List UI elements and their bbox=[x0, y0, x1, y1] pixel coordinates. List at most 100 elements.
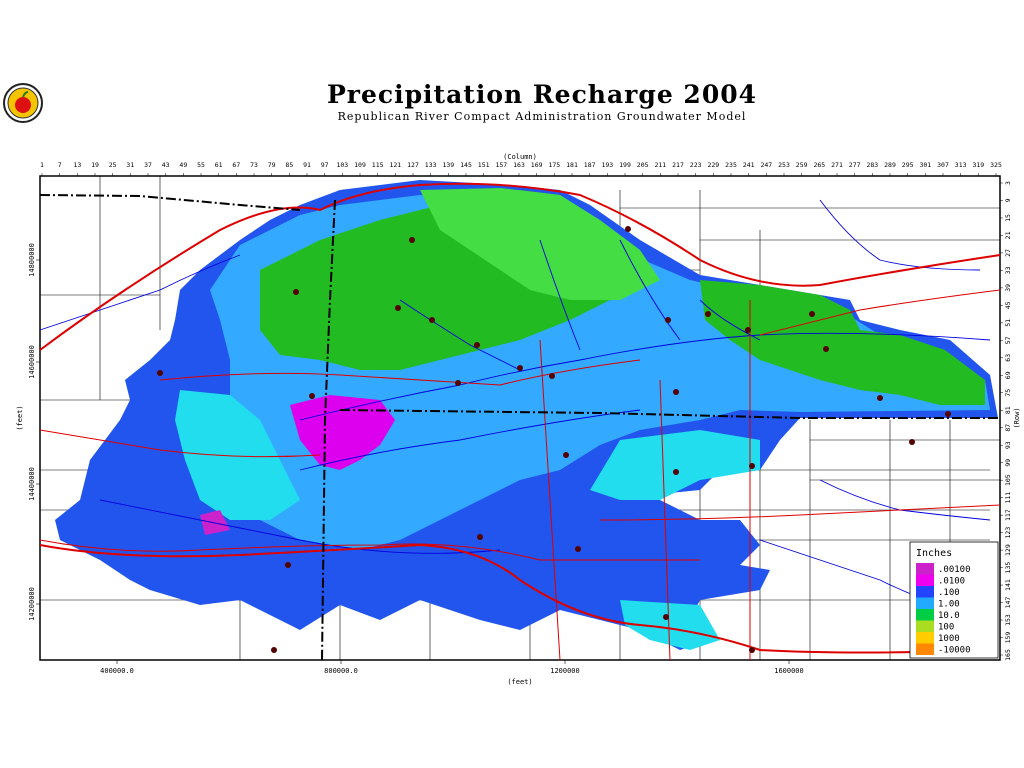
recharge-zone-magenta bbox=[290, 395, 395, 470]
city-marker bbox=[945, 411, 951, 417]
column-tick-label: 325 bbox=[990, 161, 1002, 169]
column-tick-label: 301 bbox=[919, 161, 931, 169]
column-tick-label: 25 bbox=[109, 161, 117, 169]
column-tick-label: 115 bbox=[372, 161, 384, 169]
state-boundaries bbox=[39, 194, 1000, 661]
column-tick-label: 163 bbox=[513, 161, 525, 169]
city-marker bbox=[477, 534, 483, 540]
column-tick-label: 109 bbox=[354, 161, 366, 169]
city-marker bbox=[909, 439, 915, 445]
recharge-zone-high-north bbox=[420, 188, 660, 300]
x-ticks: 400000.0 800000.0 1200000 1600000 bbox=[100, 660, 804, 675]
row-tick-label: 111 bbox=[1004, 492, 1012, 504]
column-tick-label: 247 bbox=[760, 161, 772, 169]
row-tick-label: 87 bbox=[1004, 424, 1012, 432]
city-marker bbox=[549, 373, 555, 379]
row-tick-label: 141 bbox=[1004, 579, 1012, 591]
x-tick-label: 800000.0 bbox=[324, 667, 358, 675]
column-tick-label: 85 bbox=[285, 161, 293, 169]
x-tick-label: 1600000 bbox=[774, 667, 804, 675]
column-tick-label: 253 bbox=[778, 161, 790, 169]
city-marker bbox=[673, 389, 679, 395]
column-tick-label: 19 bbox=[91, 161, 99, 169]
row-tick-label: 51 bbox=[1004, 319, 1012, 327]
column-tick-label: 295 bbox=[902, 161, 914, 169]
column-tick-label: 103 bbox=[336, 161, 348, 169]
legend-swatch bbox=[916, 620, 934, 632]
column-tick-label: 91 bbox=[303, 161, 311, 169]
row-tick-label: 75 bbox=[1004, 389, 1012, 397]
column-axis-label: (Column) bbox=[503, 153, 537, 161]
column-tick-label: 205 bbox=[637, 161, 649, 169]
column-tick-label: 67 bbox=[232, 161, 240, 169]
row-axis-label: (Row) bbox=[1013, 407, 1021, 428]
column-tick-label: 133 bbox=[425, 161, 437, 169]
row-tick-label: 81 bbox=[1004, 406, 1012, 414]
column-tick-label: 73 bbox=[250, 161, 258, 169]
row-tick-label: 15 bbox=[1004, 214, 1012, 222]
city-marker bbox=[157, 370, 163, 376]
column-tick-label: 217 bbox=[672, 161, 684, 169]
city-marker bbox=[293, 289, 299, 295]
row-tick-label: 153 bbox=[1004, 614, 1012, 626]
legend-swatch bbox=[916, 586, 934, 598]
column-tick-label: 121 bbox=[389, 161, 401, 169]
row-tick-label: 21 bbox=[1004, 231, 1012, 239]
legend-swatch bbox=[916, 597, 934, 609]
column-tick-label: 223 bbox=[690, 161, 702, 169]
column-tick-label: 37 bbox=[144, 161, 152, 169]
row-tick-label: 39 bbox=[1004, 284, 1012, 292]
map-title: Precipitation Recharge 2004 bbox=[326, 80, 758, 109]
row-tick-label: 105 bbox=[1004, 474, 1012, 486]
row-ticks: 3915212733394551576369758187939910511111… bbox=[1000, 181, 1012, 661]
city-marker bbox=[285, 562, 291, 568]
column-tick-label: 139 bbox=[442, 161, 454, 169]
city-marker bbox=[271, 647, 277, 653]
y-tick-label: 14400000 bbox=[28, 467, 36, 501]
column-tick-label: 169 bbox=[531, 161, 543, 169]
city-marker bbox=[665, 317, 671, 323]
legend-label: -10000 bbox=[938, 646, 971, 656]
city-marker bbox=[474, 342, 480, 348]
column-tick-label: 241 bbox=[743, 161, 755, 169]
cities bbox=[157, 226, 951, 653]
city-marker bbox=[673, 469, 679, 475]
city-marker bbox=[395, 305, 401, 311]
city-marker bbox=[823, 346, 829, 352]
column-tick-label: 211 bbox=[654, 161, 666, 169]
y-ticks: 14800000 14600000 14400000 14200000 bbox=[28, 243, 40, 621]
recharge-zone-cyan bbox=[620, 600, 720, 650]
highways bbox=[39, 182, 1001, 661]
city-marker bbox=[745, 327, 751, 333]
city-marker bbox=[877, 395, 883, 401]
row-tick-label: 165 bbox=[1004, 649, 1012, 661]
agency-logo bbox=[2, 80, 44, 126]
column-tick-label: 313 bbox=[955, 161, 967, 169]
column-tick-label: 235 bbox=[725, 161, 737, 169]
recharge-zone-high-east bbox=[700, 280, 985, 405]
row-tick-label: 69 bbox=[1004, 371, 1012, 379]
row-tick-label: 99 bbox=[1004, 459, 1012, 467]
legend-label: 1000 bbox=[938, 634, 960, 644]
column-tick-label: 127 bbox=[407, 161, 419, 169]
column-tick-label: 7 bbox=[58, 161, 62, 169]
legend-label: 10.0 bbox=[938, 611, 960, 621]
column-tick-label: 1 bbox=[40, 161, 44, 169]
row-tick-label: 129 bbox=[1004, 544, 1012, 556]
city-marker bbox=[749, 647, 755, 653]
city-marker bbox=[625, 226, 631, 232]
column-tick-label: 229 bbox=[707, 161, 719, 169]
city-marker bbox=[429, 317, 435, 323]
city-marker bbox=[409, 237, 415, 243]
column-tick-label: 31 bbox=[126, 161, 134, 169]
column-tick-label: 49 bbox=[179, 161, 187, 169]
legend-swatch bbox=[916, 609, 934, 621]
column-tick-label: 193 bbox=[601, 161, 613, 169]
column-tick-label: 61 bbox=[215, 161, 223, 169]
rivers bbox=[39, 199, 991, 611]
feet-axis-label-bottom: (feet) bbox=[507, 678, 532, 686]
row-tick-label: 123 bbox=[1004, 527, 1012, 539]
recharge-zones bbox=[55, 180, 998, 650]
recharge-zone-cyan bbox=[590, 430, 760, 500]
